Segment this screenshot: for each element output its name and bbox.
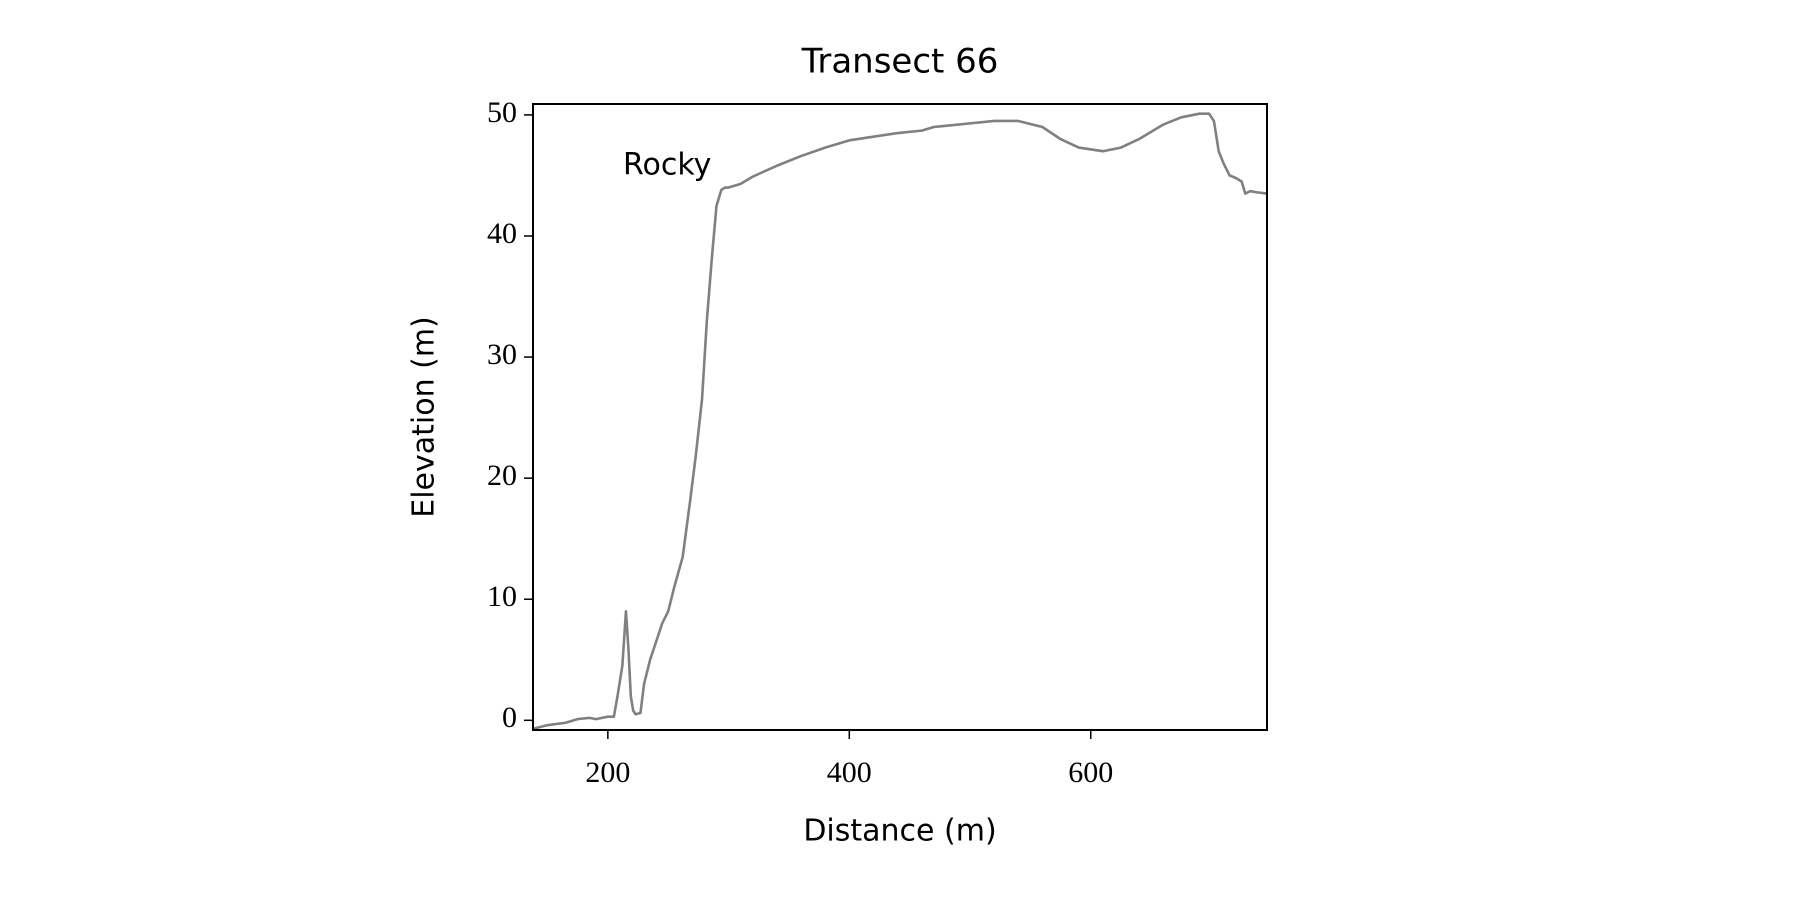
y-tick-label: 10 <box>487 580 517 613</box>
y-tick-label: 30 <box>487 338 517 371</box>
y-tick-label: 50 <box>487 96 517 129</box>
y-tick-label: 0 <box>502 701 517 734</box>
x-axis-label: Distance (m) <box>803 814 996 849</box>
chart-title: Transect 66 <box>801 42 999 82</box>
x-tick-label: 600 <box>1068 756 1113 789</box>
annotation: Rocky <box>623 148 711 183</box>
x-tick-label: 200 <box>585 756 630 789</box>
line-series <box>533 112 1267 730</box>
y-tick-label: 40 <box>487 217 517 250</box>
y-tick-label: 20 <box>487 459 517 492</box>
y-axis-label: Elevation (m) <box>407 316 442 518</box>
x-tick-label: 400 <box>827 756 872 789</box>
plot-frame <box>532 103 1268 731</box>
